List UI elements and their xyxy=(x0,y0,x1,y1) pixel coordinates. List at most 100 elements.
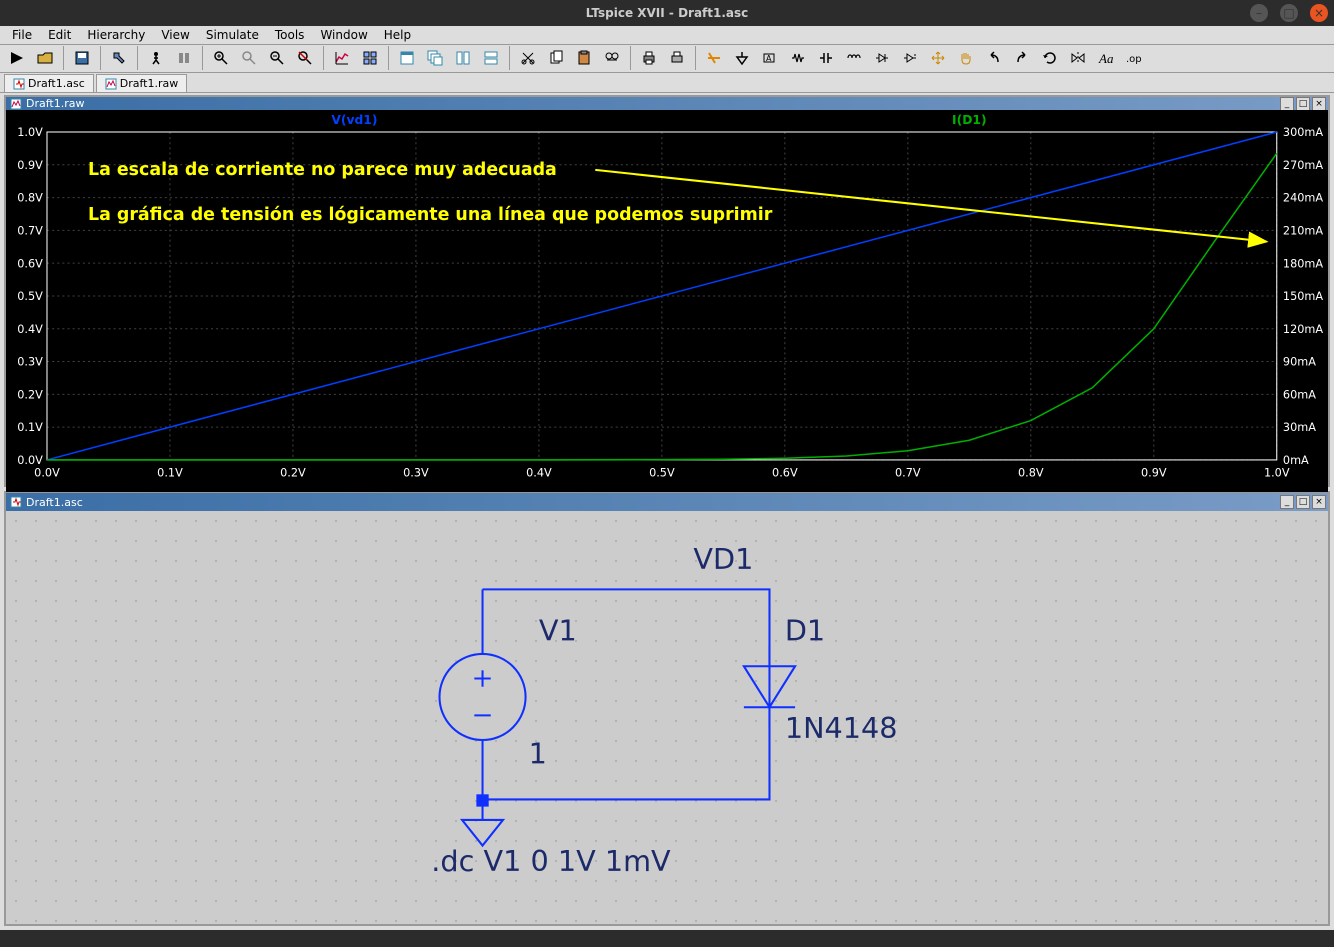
window-close-button[interactable]: × xyxy=(1310,4,1328,22)
zoom-fit-icon[interactable] xyxy=(292,46,318,70)
diode-icon[interactable] xyxy=(869,46,895,70)
menu-file[interactable]: File xyxy=(6,27,38,43)
pane-close-button[interactable]: × xyxy=(1312,97,1326,111)
tab-waveform[interactable]: Draft1.raw xyxy=(96,74,187,92)
annotation-text-2: La gráfica de tensión es lógicamente una… xyxy=(88,205,773,225)
svg-text:270mA: 270mA xyxy=(1283,159,1323,172)
pane-minimize-button[interactable]: _ xyxy=(1280,495,1294,509)
svg-text:0.4V: 0.4V xyxy=(17,323,43,336)
toolbar: A Aa .op xyxy=(0,45,1334,73)
print-icon[interactable] xyxy=(636,46,662,70)
text-icon[interactable]: Aa xyxy=(1093,46,1119,70)
component-icon[interactable] xyxy=(897,46,923,70)
find-icon[interactable] xyxy=(599,46,625,70)
hammer-icon[interactable] xyxy=(106,46,132,70)
svg-text:1.0V: 1.0V xyxy=(17,126,43,139)
mirror-icon[interactable] xyxy=(1065,46,1091,70)
schematic-pane-titlebar[interactable]: Draft1.asc _ □ × xyxy=(6,493,1328,511)
pane-title-text: Draft1.asc xyxy=(26,496,83,509)
zoom-in-icon[interactable] xyxy=(208,46,234,70)
window-maximize-button[interactable]: □ xyxy=(1280,4,1298,22)
waveform-plot[interactable]: 0.0V0.1V0.2V0.3V0.4V0.5V0.6V0.7V0.8V0.9V… xyxy=(6,110,1328,492)
rotate-icon[interactable] xyxy=(1037,46,1063,70)
d1-name[interactable]: D1 xyxy=(785,614,825,648)
pane-title-text: Draft1.raw xyxy=(26,97,84,110)
window1-icon[interactable] xyxy=(394,46,420,70)
inductor-icon[interactable] xyxy=(841,46,867,70)
svg-text:0.1V: 0.1V xyxy=(17,422,43,435)
pane-maximize-button[interactable]: □ xyxy=(1296,97,1310,111)
voltage-source[interactable] xyxy=(439,654,525,740)
menu-hierarchy[interactable]: Hierarchy xyxy=(81,27,151,43)
pane-maximize-button[interactable]: □ xyxy=(1296,495,1310,509)
schematic-canvas[interactable]: VD1 V1 1 D1 1N4148 .dc V1 0 1V 1mV xyxy=(6,511,1328,924)
print-setup-icon[interactable] xyxy=(664,46,690,70)
autoscale-icon[interactable] xyxy=(329,46,355,70)
menu-bar: File Edit Hierarchy View Simulate Tools … xyxy=(0,26,1334,45)
svg-text:30mA: 30mA xyxy=(1283,422,1316,435)
cut-icon[interactable] xyxy=(515,46,541,70)
spice-directive-icon[interactable]: .op xyxy=(1121,46,1147,70)
svg-text:0.6V: 0.6V xyxy=(772,467,798,480)
waveform-pane-titlebar[interactable]: Draft1.raw _ □ × xyxy=(6,97,1328,110)
run-person-icon[interactable] xyxy=(143,46,169,70)
zoom-out-icon[interactable] xyxy=(264,46,290,70)
cascade-icon[interactable] xyxy=(422,46,448,70)
menu-simulate[interactable]: Simulate xyxy=(200,27,265,43)
menu-help[interactable]: Help xyxy=(378,27,417,43)
svg-text:Aa: Aa xyxy=(1098,51,1114,66)
status-bar xyxy=(0,930,1334,947)
svg-text:0.2V: 0.2V xyxy=(280,467,306,480)
menu-window[interactable]: Window xyxy=(314,27,373,43)
svg-text:180mA: 180mA xyxy=(1283,258,1323,271)
svg-text:150mA: 150mA xyxy=(1283,290,1323,303)
menu-edit[interactable]: Edit xyxy=(42,27,77,43)
window-title: LTspice XVII - Draft1.asc xyxy=(586,6,749,20)
schematic-svg: VD1 V1 1 D1 1N4148 .dc V1 0 1V 1mV xyxy=(6,511,1328,924)
window-titlebar: LTspice XVII - Draft1.asc – □ × xyxy=(0,0,1334,26)
trace-v-label[interactable]: V(vd1) xyxy=(331,113,377,127)
save-icon[interactable] xyxy=(69,46,95,70)
ground-icon[interactable] xyxy=(729,46,755,70)
svg-text:0mA: 0mA xyxy=(1283,454,1309,467)
draw-wire-icon[interactable] xyxy=(701,46,727,70)
tab-schematic[interactable]: Draft1.asc xyxy=(4,74,94,92)
svg-text:0.4V: 0.4V xyxy=(526,467,552,480)
capacitor-icon[interactable] xyxy=(813,46,839,70)
schematic-icon xyxy=(10,496,22,508)
v1-name[interactable]: V1 xyxy=(539,614,577,648)
plot-svg: 0.0V0.1V0.2V0.3V0.4V0.5V0.6V0.7V0.8V0.9V… xyxy=(6,110,1328,492)
pane-close-button[interactable]: × xyxy=(1312,495,1326,509)
move-icon[interactable] xyxy=(925,46,951,70)
svg-text:A: A xyxy=(766,54,772,63)
undo-icon[interactable] xyxy=(981,46,1007,70)
pane-minimize-button[interactable]: _ xyxy=(1280,97,1294,111)
net-label[interactable]: VD1 xyxy=(693,542,753,576)
svg-text:210mA: 210mA xyxy=(1283,225,1323,238)
run-icon[interactable] xyxy=(4,46,30,70)
tile-icon[interactable] xyxy=(357,46,383,70)
spice-directive[interactable]: .dc V1 0 1V 1mV xyxy=(431,844,671,878)
svg-text:0.6V: 0.6V xyxy=(17,258,43,271)
resistor-icon[interactable] xyxy=(785,46,811,70)
open-icon[interactable] xyxy=(32,46,58,70)
tile-h-icon[interactable] xyxy=(478,46,504,70)
menu-tools[interactable]: Tools xyxy=(269,27,311,43)
paste-icon[interactable] xyxy=(571,46,597,70)
drag-icon[interactable] xyxy=(953,46,979,70)
v1-value[interactable]: 1 xyxy=(529,737,547,771)
schematic-pane: Draft1.asc _ □ × xyxy=(4,491,1330,926)
tab-label: Draft1.raw xyxy=(120,77,178,90)
menu-view[interactable]: View xyxy=(155,27,195,43)
svg-text:0.9V: 0.9V xyxy=(17,159,43,172)
redo-icon[interactable] xyxy=(1009,46,1035,70)
copy-icon[interactable] xyxy=(543,46,569,70)
d1-model[interactable]: 1N4148 xyxy=(785,711,898,745)
stop-icon[interactable] xyxy=(171,46,197,70)
tile-v-icon[interactable] xyxy=(450,46,476,70)
schematic-icon xyxy=(13,78,25,90)
trace-i-label[interactable]: I(D1) xyxy=(952,113,987,127)
label-icon[interactable]: A xyxy=(757,46,783,70)
window-minimize-button[interactable]: – xyxy=(1250,4,1268,22)
zoom-pan-icon[interactable] xyxy=(236,46,262,70)
